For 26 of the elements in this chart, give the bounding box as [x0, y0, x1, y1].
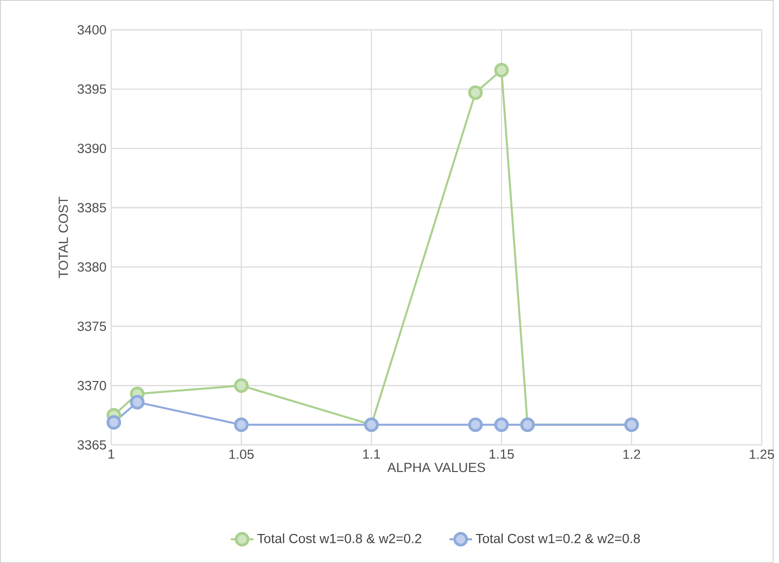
point — [234, 417, 249, 432]
legend-label: Total Cost w1=0.8 & w2=0.2 — [257, 533, 422, 544]
point — [468, 417, 483, 432]
x-axis-title: ALPHA VALUES — [387, 462, 486, 472]
point — [106, 415, 122, 430]
y-tick-label: 3395 — [78, 84, 106, 94]
x-tick-label: 1.15 — [490, 450, 514, 459]
y-tick-label: 3390 — [78, 144, 106, 154]
y-tick-label: 3375 — [78, 322, 106, 331]
y-tick-label: 3385 — [78, 202, 106, 212]
point — [130, 394, 145, 410]
y-tick-label: 3400 — [78, 25, 106, 34]
x-tick-label: 1.1 — [363, 450, 380, 459]
point — [234, 378, 249, 393]
y-tick-label: 3365 — [78, 440, 106, 450]
y-tick-label: 3370 — [78, 380, 106, 390]
x-tick-label: 1.05 — [229, 450, 254, 459]
point — [468, 85, 483, 100]
y-axis-title: TOTAL COST — [58, 196, 68, 278]
x-tick-label: 1.25 — [750, 450, 774, 459]
legend-label: Total Cost w1=0.2 & w2=0.8 — [476, 533, 640, 544]
y-tick-label: 3380 — [78, 262, 106, 272]
point — [494, 417, 509, 432]
point — [494, 62, 509, 78]
x-tick-label: 1.2 — [623, 450, 640, 459]
x-tick-label: 1 — [108, 450, 114, 459]
